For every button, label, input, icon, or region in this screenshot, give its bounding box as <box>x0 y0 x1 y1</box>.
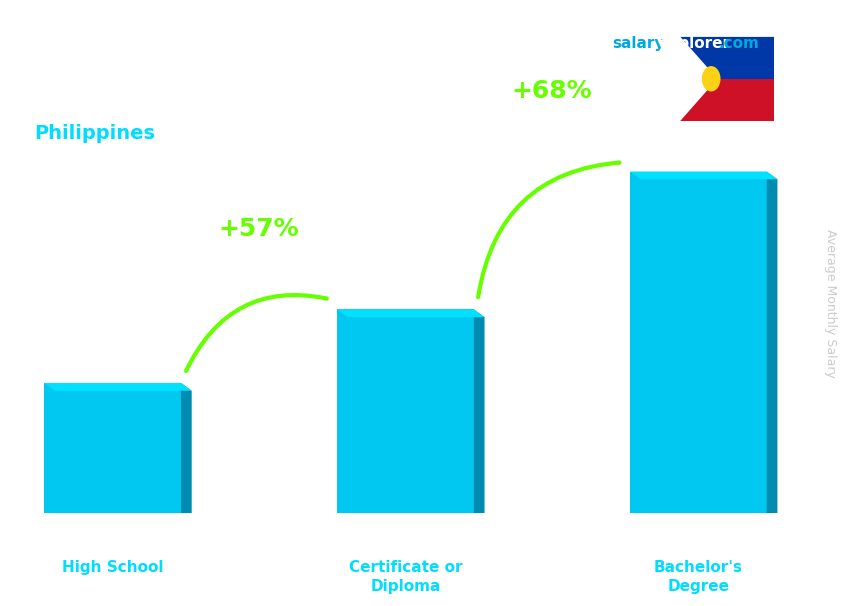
Text: Average Monthly Salary: Average Monthly Salary <box>824 228 837 378</box>
FancyArrowPatch shape <box>186 295 326 371</box>
Polygon shape <box>680 36 774 79</box>
FancyArrowPatch shape <box>479 162 620 297</box>
Text: High School: High School <box>62 561 163 575</box>
Text: +57%: +57% <box>218 217 299 241</box>
Polygon shape <box>630 171 778 179</box>
Text: explorer: explorer <box>659 36 731 52</box>
Text: +68%: +68% <box>512 79 592 103</box>
Text: salary: salary <box>612 36 665 52</box>
Text: Philippines: Philippines <box>34 124 155 143</box>
Polygon shape <box>680 36 717 121</box>
Polygon shape <box>473 310 484 521</box>
Circle shape <box>702 66 721 92</box>
Polygon shape <box>44 383 181 513</box>
Text: 18,200 PHP: 18,200 PHP <box>59 346 167 364</box>
Polygon shape <box>767 171 778 521</box>
Text: Bachelor's
Degree: Bachelor's Degree <box>654 561 743 594</box>
Polygon shape <box>630 171 767 513</box>
Text: 47,800 PHP: 47,800 PHP <box>644 135 752 153</box>
Polygon shape <box>337 310 473 513</box>
Polygon shape <box>181 383 192 521</box>
Text: Certificate or
Diploma: Certificate or Diploma <box>348 561 462 594</box>
Text: Salary Comparison By Education: Salary Comparison By Education <box>34 42 591 72</box>
Text: .com: .com <box>718 36 759 52</box>
Text: Freight and Cargo Inspector: Freight and Cargo Inspector <box>34 88 324 108</box>
Polygon shape <box>337 310 484 317</box>
Polygon shape <box>680 79 774 121</box>
Polygon shape <box>44 383 192 391</box>
Text: 28,500 PHP: 28,500 PHP <box>352 273 459 290</box>
